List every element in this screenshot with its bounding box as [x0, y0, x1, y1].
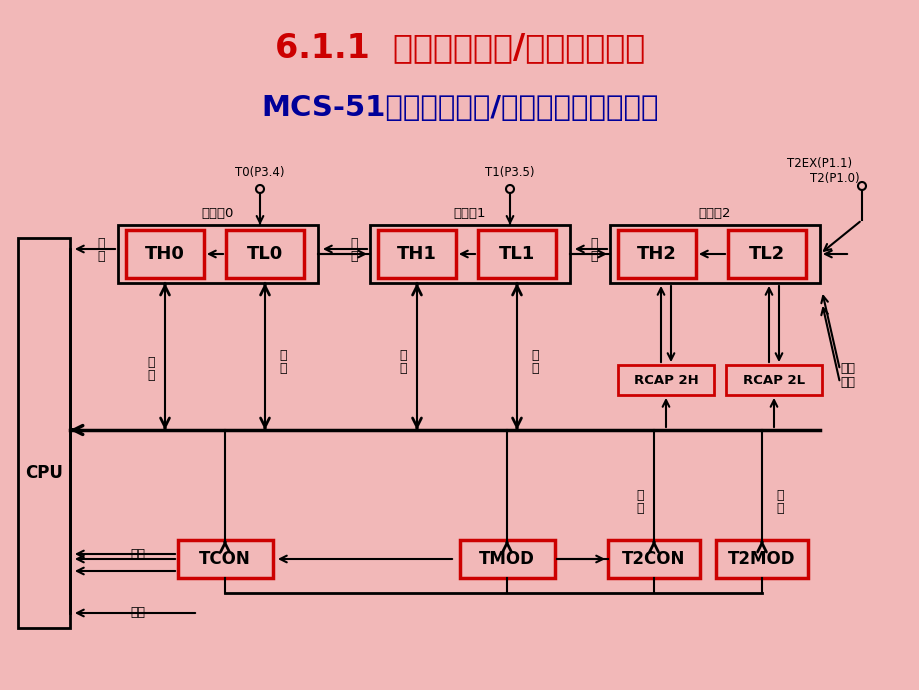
Text: 式: 式	[279, 362, 287, 375]
Text: TCON: TCON	[199, 550, 251, 568]
Bar	[18, 238, 70, 628]
Text: T2CON: T2CON	[621, 550, 685, 568]
Bar	[478, 230, 555, 278]
Bar	[607, 540, 699, 578]
Text: 制: 制	[399, 362, 406, 375]
Text: 控: 控	[399, 348, 406, 362]
Bar	[715, 540, 807, 578]
Text: T2EX(P1.1): T2EX(P1.1)	[787, 157, 852, 170]
Bar	[460, 540, 554, 578]
Text: 式: 式	[776, 502, 783, 515]
Text: RCAP 2L: RCAP 2L	[743, 373, 804, 386]
Text: 溢: 溢	[350, 237, 357, 250]
Text: 溢: 溢	[97, 237, 105, 250]
Text: 捕获: 捕获	[839, 375, 854, 388]
Text: 定时器1: 定时器1	[453, 206, 486, 219]
Bar	[725, 365, 821, 395]
Text: T0(P3.4): T0(P3.4)	[235, 166, 285, 179]
Bar	[126, 230, 204, 278]
Text: 模: 模	[530, 348, 539, 362]
Text: 重装: 重装	[839, 362, 854, 375]
Text: 定时器0: 定时器0	[201, 206, 234, 219]
Text: 溢: 溢	[590, 237, 597, 250]
Text: 模: 模	[279, 348, 287, 362]
Text: TH0: TH0	[145, 245, 185, 263]
Text: 出: 出	[590, 250, 597, 262]
Text: 出: 出	[97, 250, 105, 262]
Text: TMOD: TMOD	[479, 550, 534, 568]
Text: 控: 控	[636, 489, 643, 502]
Text: 制: 制	[147, 368, 154, 382]
Text: T1(P3.5): T1(P3.5)	[484, 166, 534, 179]
Text: 模: 模	[776, 489, 783, 502]
Text: 定时器2: 定时器2	[698, 206, 731, 219]
Text: MCS-51单片机定时器/计数器的原理结构图: MCS-51单片机定时器/计数器的原理结构图	[261, 94, 658, 122]
Text: T2MOD: T2MOD	[728, 550, 795, 568]
Text: 制: 制	[636, 502, 643, 515]
Text: T2(P1.0): T2(P1.0)	[810, 172, 859, 184]
Bar	[378, 230, 456, 278]
Bar	[727, 230, 805, 278]
Text: TH1: TH1	[397, 245, 437, 263]
Text: RCAP 2H: RCAP 2H	[633, 373, 698, 386]
Text: 式: 式	[530, 362, 539, 375]
Text: 中断: 中断	[130, 547, 145, 560]
Text: TL0: TL0	[246, 245, 283, 263]
Text: 6.1.1  单片机定时器/计数器的结构: 6.1.1 单片机定时器/计数器的结构	[275, 32, 644, 64]
Bar	[618, 365, 713, 395]
Text: CPU: CPU	[25, 464, 62, 482]
Bar	[177, 540, 273, 578]
Text: 出: 出	[350, 250, 357, 262]
Bar	[609, 225, 819, 283]
Text: 中断: 中断	[130, 607, 145, 620]
Bar	[618, 230, 696, 278]
Text: TH2: TH2	[636, 245, 676, 263]
Text: TL2: TL2	[748, 245, 784, 263]
Bar	[369, 225, 570, 283]
Bar	[226, 230, 303, 278]
Text: TL1: TL1	[498, 245, 535, 263]
Bar	[118, 225, 318, 283]
Text: 控: 控	[147, 355, 154, 368]
